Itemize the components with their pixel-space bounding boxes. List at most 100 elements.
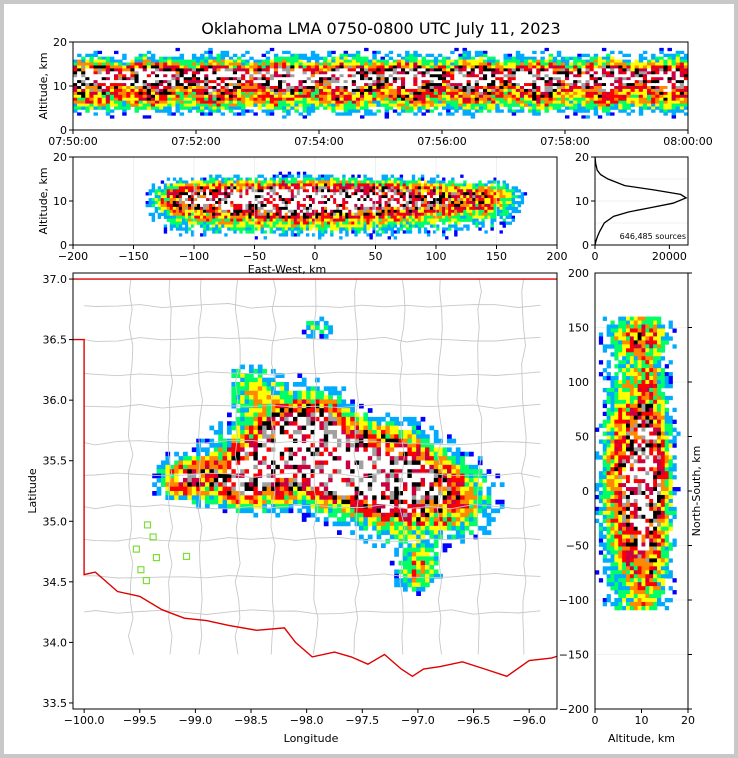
density-cell [446,74,451,78]
density-cell [450,88,455,93]
density-cell [319,83,324,87]
density-cell [393,186,398,190]
density-cell [499,74,504,78]
density-cell [552,94,558,99]
density-cell [266,192,270,196]
density-cell [511,59,517,63]
density-cell [302,86,308,90]
density-cell [248,192,252,196]
density-cell [683,71,689,75]
density-cell [224,83,230,87]
density-cell [224,215,228,219]
density-cell [134,88,139,93]
density-cell [351,103,357,107]
density-cell [278,206,283,211]
density-cell [369,212,373,217]
density-cell [109,97,115,102]
density-cell [381,198,385,202]
density-cell [638,71,644,75]
density-cell [451,192,455,196]
density-cell [114,103,119,107]
density-cell [122,103,127,107]
density-cell [577,71,582,75]
density-cell [181,189,186,193]
density-cell [508,212,512,217]
density-cell [402,201,407,205]
density-cell [163,74,168,78]
density-cell [483,77,488,81]
density-cell [417,186,422,190]
density-cell [278,62,283,66]
density-cell [254,215,258,219]
density-cell [245,221,249,225]
density-cell [239,183,243,187]
density-cell [552,59,558,63]
density-cell [378,203,382,208]
density-cell [478,195,482,199]
density-cell [331,94,336,99]
density-cell [474,86,480,90]
density-cell [220,62,226,66]
density-cell [236,203,240,208]
density-cell [347,65,353,69]
density-cell [286,100,291,104]
density-cell [360,65,365,69]
density-cell [130,100,135,104]
density-cell [241,53,246,58]
density-cell [187,65,193,69]
density-cell [679,86,685,90]
density-cell [331,59,336,63]
density-cell [536,109,541,113]
density-cell [493,201,497,205]
density-cell [216,88,221,93]
density-cell [134,91,139,96]
density-cell [282,68,287,72]
density-cell [493,177,497,181]
density-cell [354,233,358,237]
density-cell [659,47,664,52]
density-cell [413,91,418,96]
density-cell [462,112,467,116]
density-cell [237,56,242,60]
density-cell [466,209,470,214]
density-cell [249,86,254,90]
density-cell [515,91,521,96]
density-cell [360,180,364,184]
density-cell [157,206,162,211]
density-cell [233,180,237,184]
density-cell [502,201,506,205]
density-cell [606,100,611,104]
density-cell [478,74,484,78]
density-cell [203,209,207,214]
density-cell [183,74,189,78]
density-cell [458,83,463,87]
density-cell [399,174,404,178]
density-cell [517,195,522,199]
density-cell [89,100,94,104]
density-cell [651,68,656,72]
density-cell [360,68,365,72]
density-cell [196,86,201,90]
density-cell [460,206,464,211]
density-cell [442,59,447,63]
density-cell [450,86,455,90]
density-cell [401,109,406,113]
density-cell [432,180,437,184]
density-cell [573,71,578,75]
density-cell [178,183,183,187]
density-cell [212,62,217,66]
density-cell [589,62,595,66]
density-cell [311,218,316,222]
density-cell [187,201,192,205]
density-cell [245,71,250,75]
density-cell [311,221,316,225]
density-cell [273,86,279,90]
density-cell [230,186,234,190]
density-cell [146,80,152,84]
density-cell [601,86,607,90]
density-cell [369,198,373,202]
density-cell [200,65,205,69]
density-cell [569,106,574,110]
density-cell [495,94,500,99]
density-cell [606,112,611,116]
